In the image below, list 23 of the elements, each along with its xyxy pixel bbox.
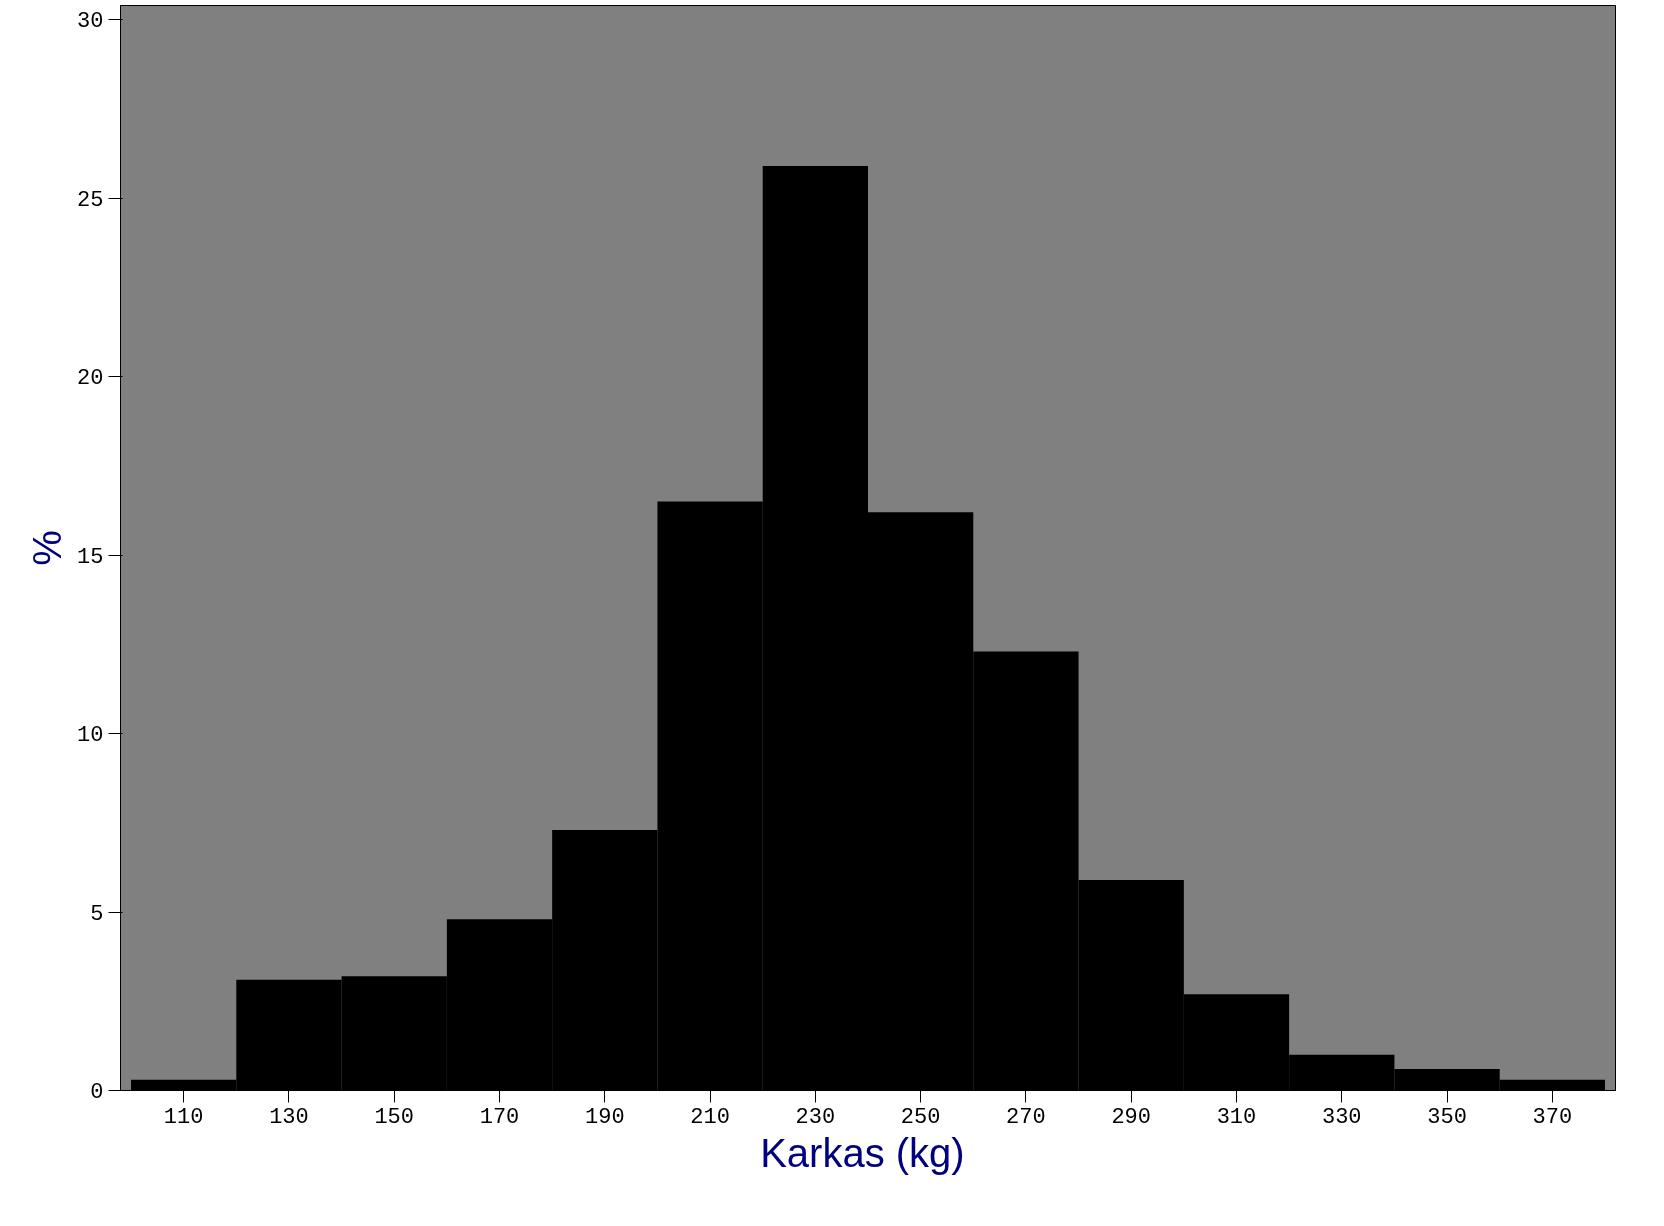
x-tick-label: 170 (479, 1104, 520, 1130)
y-tick-label: 5 (90, 901, 104, 927)
x-tick-label: 270 (1006, 1104, 1046, 1130)
x-tick-label: 290 (1111, 1104, 1152, 1130)
x-tick-label: 330 (1321, 1104, 1362, 1130)
x-tick-label: 110 (163, 1104, 204, 1130)
x-tick-label: 190 (584, 1104, 625, 1130)
x-tick-label: 350 (1427, 1104, 1467, 1130)
x-axis-title: Karkas (kg) (760, 1130, 965, 1175)
y-axis-title: % (25, 530, 70, 566)
y-tick-label: 20 (77, 366, 104, 392)
y-tick-label: 15 (77, 544, 104, 570)
y-tick-label: 30 (77, 9, 104, 35)
x-tick-label: 130 (269, 1104, 309, 1130)
x-tick-label: 150 (374, 1104, 415, 1130)
y-tick-label: 10 (77, 723, 104, 749)
y-tick-label: 0 (90, 1080, 104, 1105)
x-tick-label: 370 (1532, 1104, 1573, 1130)
x-tick-label: 250 (900, 1104, 941, 1130)
x-tick-label: 210 (690, 1104, 730, 1130)
x-tick-label: 310 (1216, 1104, 1257, 1130)
y-tick-label: 25 (77, 187, 104, 213)
x-tick-label: 230 (795, 1104, 836, 1130)
